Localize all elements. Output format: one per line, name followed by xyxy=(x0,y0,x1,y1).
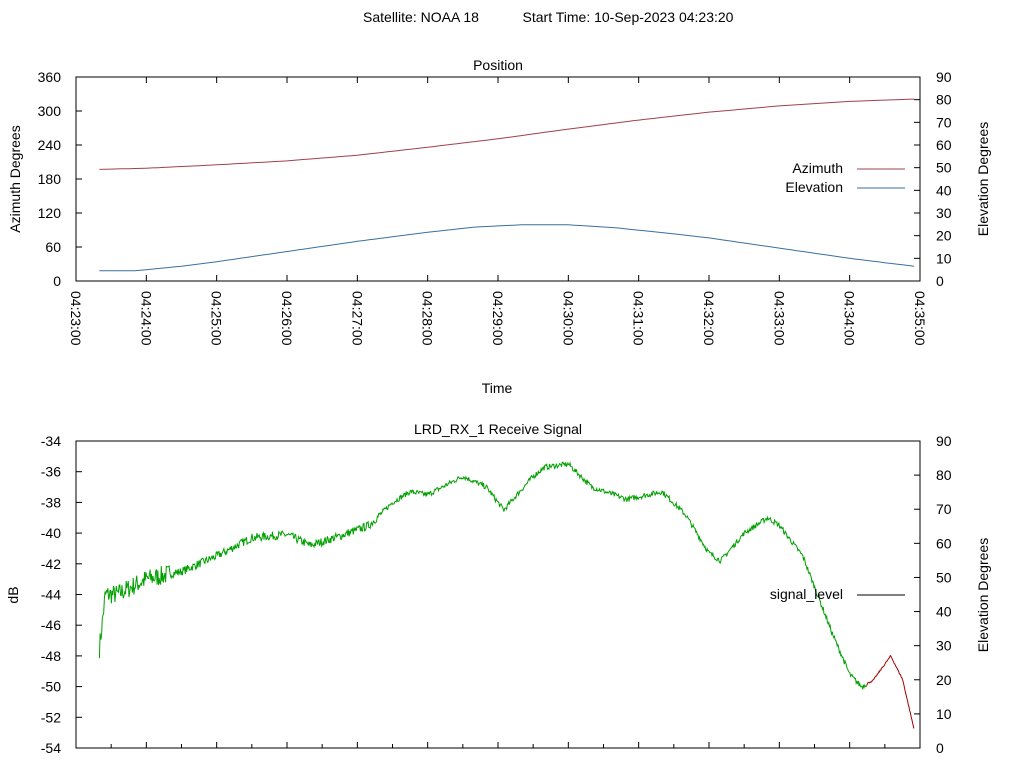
legend-elevation-label: Elevation xyxy=(785,179,843,195)
position-y2-tick-label: 70 xyxy=(936,114,952,130)
signal-y2-tick-label: 80 xyxy=(936,467,952,483)
position-chart: Position Azimuth Degrees Elevation Degre… xyxy=(7,57,991,396)
position-x-tick-label: 04:28:00 xyxy=(420,291,436,346)
position-x-tick-label: 04:32:00 xyxy=(701,291,717,346)
position-y2-tick-label: 50 xyxy=(936,160,952,176)
position-y2-tick-label: 90 xyxy=(936,69,952,85)
signal-y-tick-label: -34 xyxy=(41,433,61,449)
signal-y2-tick-label: 20 xyxy=(936,672,952,688)
position-x-tick-label: 04:35:00 xyxy=(912,291,928,346)
position-y-label: Azimuth Degrees xyxy=(7,125,23,232)
signal-legend: signal_level xyxy=(770,586,905,602)
signal-y2-tick-label: 60 xyxy=(936,535,952,551)
signal-y2-tick-label: 30 xyxy=(936,638,952,654)
signal-y2-label: Elevation Degrees xyxy=(975,538,991,652)
position-x-tick-label: 04:25:00 xyxy=(209,291,225,346)
signal-y-tick-label: -38 xyxy=(41,494,61,510)
position-x-tick-label: 04:27:00 xyxy=(349,291,365,346)
position-y2-tick-label: 40 xyxy=(936,182,952,198)
signal-y-tick-label: -54 xyxy=(41,740,61,756)
position-y-tick-label: 240 xyxy=(38,137,62,153)
header-start-time: Start Time: 10-Sep-2023 04:23:20 xyxy=(523,9,734,25)
position-x-tick-label: 04:31:00 xyxy=(631,291,647,346)
position-x-tick-label: 04:26:00 xyxy=(279,291,295,346)
series-line-signal-level-tail xyxy=(866,654,915,729)
position-legend: Azimuth Elevation xyxy=(785,160,905,195)
position-x-tick-label: 04:29:00 xyxy=(490,291,506,346)
signal-y-tick-label: -50 xyxy=(41,679,61,695)
signal-title: LRD_RX_1 Receive Signal xyxy=(414,421,582,437)
signal-y-tick-label: -48 xyxy=(41,648,61,664)
position-y-tick-label: 180 xyxy=(38,171,62,187)
position-y2-tick-label: 60 xyxy=(936,137,952,153)
signal-y-tick-label: -44 xyxy=(41,587,61,603)
position-y-tick-label: 60 xyxy=(45,239,61,255)
position-title: Position xyxy=(473,57,523,73)
legend-signal-label: signal_level xyxy=(770,586,843,602)
position-y2-tick-label: 80 xyxy=(936,92,952,108)
position-x-tick-label: 04:34:00 xyxy=(842,291,858,346)
position-y2-tick-label: 30 xyxy=(936,205,952,221)
position-y-tick-label: 300 xyxy=(38,103,62,119)
signal-y2-tick-label: 0 xyxy=(936,740,944,756)
position-x-tick-label: 04:24:00 xyxy=(138,291,154,346)
signal-y-tick-label: -40 xyxy=(41,525,61,541)
series-line-elevation xyxy=(99,224,915,272)
position-y-tick-label: 360 xyxy=(38,69,62,85)
position-x-tick-label: 04:33:00 xyxy=(771,291,787,346)
position-y-tick-label: 120 xyxy=(38,205,62,221)
position-y-tick-label: 0 xyxy=(53,273,61,289)
signal-y2-tick-label: 70 xyxy=(936,501,952,517)
signal-y-tick-label: -52 xyxy=(41,709,61,725)
position-y2-tick-label: 10 xyxy=(936,250,952,266)
signal-y-tick-label: -36 xyxy=(41,464,61,480)
position-y2-tick-label: 0 xyxy=(936,273,944,289)
signal-y2-tick-label: 90 xyxy=(936,433,952,449)
series-line-signal-level xyxy=(98,461,868,691)
position-y2-tick-label: 20 xyxy=(936,228,952,244)
position-y2-label: Elevation Degrees xyxy=(975,122,991,236)
position-x-label: Time xyxy=(482,380,513,396)
signal-y2-tick-label: 10 xyxy=(936,706,952,722)
position-x-tick-label: 04:30:00 xyxy=(560,291,576,346)
header-satellite: Satellite: NOAA 18 xyxy=(363,9,479,25)
signal-chart: LRD_RX_1 Receive Signal dB Elevation Deg… xyxy=(5,421,991,756)
signal-y-tick-label: -42 xyxy=(41,556,61,572)
signal-y2-tick-label: 40 xyxy=(936,604,952,620)
legend-azimuth-label: Azimuth xyxy=(792,160,843,176)
signal-y-label: dB xyxy=(5,586,21,603)
position-x-tick-label: 04:23:00 xyxy=(68,291,84,346)
series-line-azimuth xyxy=(99,98,915,170)
signal-y2-tick-label: 50 xyxy=(936,569,952,585)
signal-y-tick-label: -46 xyxy=(41,617,61,633)
